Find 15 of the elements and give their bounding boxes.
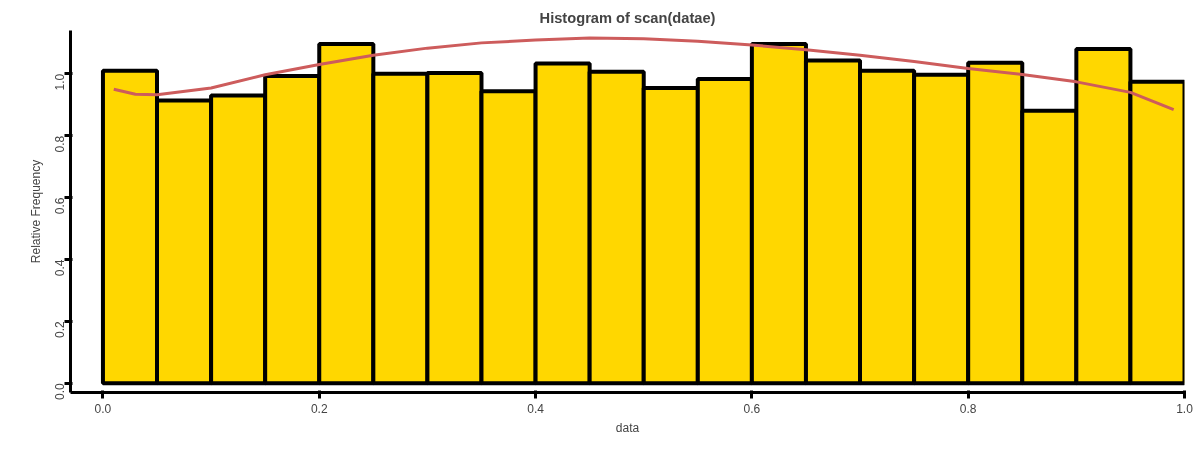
y-tick-label: 0.0 <box>53 382 67 400</box>
y-tick-label: 0.8 <box>53 135 67 153</box>
y-tick-label: 0.2 <box>53 321 67 339</box>
x-tick-label: 0.2 <box>310 401 328 416</box>
x-tick-label: 0.8 <box>959 401 977 416</box>
y-tick-label: 0.4 <box>53 259 67 277</box>
chart-title: Histogram of scan(datae) <box>539 9 716 26</box>
x-axis-title: data <box>615 420 640 435</box>
x-tick-label: 0.6 <box>743 401 761 416</box>
y-axis-title: Relative Frequency <box>28 159 43 264</box>
y-tick-label: 1.0 <box>53 73 67 91</box>
x-tick-label: 0.0 <box>94 401 112 416</box>
x-tick-label: 0.4 <box>527 401 545 416</box>
y-tick-label: 0.6 <box>53 197 67 215</box>
x-tick-label: 1.0 <box>1176 401 1194 416</box>
